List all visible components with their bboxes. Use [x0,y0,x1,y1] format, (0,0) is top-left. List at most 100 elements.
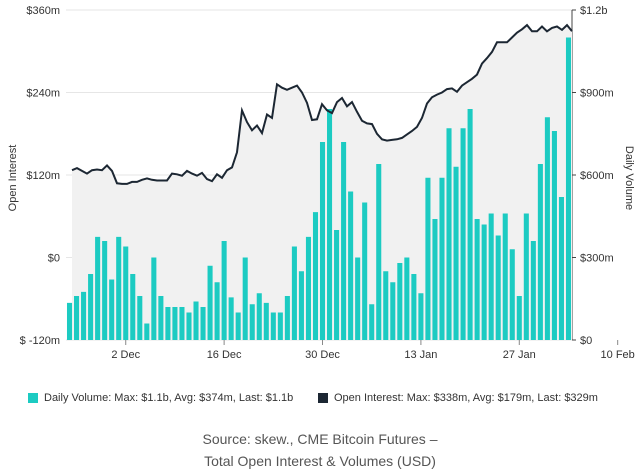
volume-bar [355,257,361,340]
left-axis-ticks: $360m $240m $120m $0 $ -120m [20,5,60,347]
volume-bar [523,213,529,340]
right-tick-label: $600m [580,170,614,182]
volume-bar [334,230,340,340]
legend-oi-label: Open Interest: Max: $338m, Avg: $179m, L… [334,392,598,404]
volume-bar [481,224,487,340]
volume-bar [242,257,248,340]
volume-bar [116,236,122,340]
left-tick-label: $360m [26,5,60,17]
volume-bar [551,131,557,340]
volume-bar [277,312,283,340]
volume-bar [256,293,262,340]
volume-bar [74,296,80,340]
right-axis-ticks: $1.2b $900m $600m $300m $0 [572,5,614,347]
y-axis-label-right: Daily Volume [623,146,635,210]
volume-bar [249,304,255,340]
volume-bar [565,37,572,340]
volume-bar [537,164,543,340]
volume-bar [467,109,473,340]
volume-bar [530,241,536,340]
legend-volume-label: Daily Volume: Max: $1.1b, Avg: $374m, La… [44,392,294,404]
volume-bar [109,279,115,340]
x-tick-label: 16 Dec [207,349,242,361]
volume-bar [516,296,522,340]
volume-bar [404,257,410,340]
x-tick-label: 30 Dec [305,349,340,361]
volume-bar [390,282,396,340]
volume-bar [488,213,494,340]
source-caption: Source: skew., CME Bitcoin Futures – Tot… [0,428,640,472]
volume-bar [362,202,368,340]
volume-bar [165,307,171,340]
x-tick-label: 2 Dec [111,349,140,361]
volume-bar [263,302,269,340]
x-tick-label: 13 Jan [404,349,437,361]
volume-bar [221,241,227,340]
volume-bar [207,265,213,340]
volume-bar [418,293,424,340]
volume-bar [432,219,438,340]
volume-bar [341,142,347,340]
volume-bar [460,128,466,340]
volume-bar [383,271,389,340]
volume-bar [193,301,199,340]
volume-bar [66,302,73,340]
right-tick-label: $1.2b [580,5,608,17]
volume-bar [102,241,108,340]
volume-bar [270,312,276,340]
volume-bar [369,304,375,340]
volume-bar [137,296,143,340]
volume-bar [439,177,445,340]
volume-bar [474,219,480,340]
volume-bar [172,307,178,340]
volume-bar [312,212,319,340]
volume-bars [66,37,572,340]
left-tick-label: $ -120m [20,335,60,347]
volume-bar [319,142,326,340]
volume-bar [144,323,150,340]
volume-bar [123,246,129,340]
volume-bar [130,274,136,340]
volume-bar [179,307,185,340]
volume-bar [235,312,241,340]
volume-bar [509,249,515,340]
volume-bar [88,274,94,340]
volume-bar [291,246,297,340]
volume-bar [453,166,459,340]
volume-bar [305,236,311,340]
volume-bar [298,271,304,340]
volume-bar [284,296,290,340]
volume-bar [425,177,431,340]
legend: Daily Volume: Max: $1.1b, Avg: $374m, La… [0,392,640,416]
volume-bar [327,109,333,340]
right-tick-label: $900m [580,88,614,100]
volume-bar [81,291,87,340]
volume-bar [397,263,403,340]
legend-item-volume[interactable]: Daily Volume: Max: $1.1b, Avg: $374m, La… [28,392,293,404]
y-axis-label-left: Open Interest [7,145,19,212]
volume-bar [348,191,354,340]
x-tick-label: 27 Jan [503,349,536,361]
right-tick-label: $300m [580,253,614,265]
x-tick-label: 10 Feb [601,349,635,361]
volume-bar [376,164,382,340]
right-tick-label: $0 [580,335,592,347]
volume-bar [158,296,164,340]
volume-bar [502,213,508,340]
volume-bar [151,257,157,340]
volume-bar [186,312,192,340]
left-tick-label: $120m [26,170,60,182]
volume-bar [228,297,234,340]
volume-bar [446,128,452,340]
chart: $360m $240m $120m $0 $ -120m $1.2b $900m $600m… [7,5,635,361]
legend-item-open-interest[interactable]: Open Interest: Max: $338m, Avg: $179m, L… [318,392,598,404]
volume-bar [95,236,101,340]
caption-line-1: Source: skew., CME Bitcoin Futures – [202,431,438,447]
volume-bar [495,235,501,340]
volume-bar [411,274,417,340]
volume-bar [558,197,564,340]
volume-bar [200,307,206,340]
volume-bar [214,282,220,340]
left-tick-label: $240m [26,88,60,100]
open-interest-swatch [318,393,328,403]
